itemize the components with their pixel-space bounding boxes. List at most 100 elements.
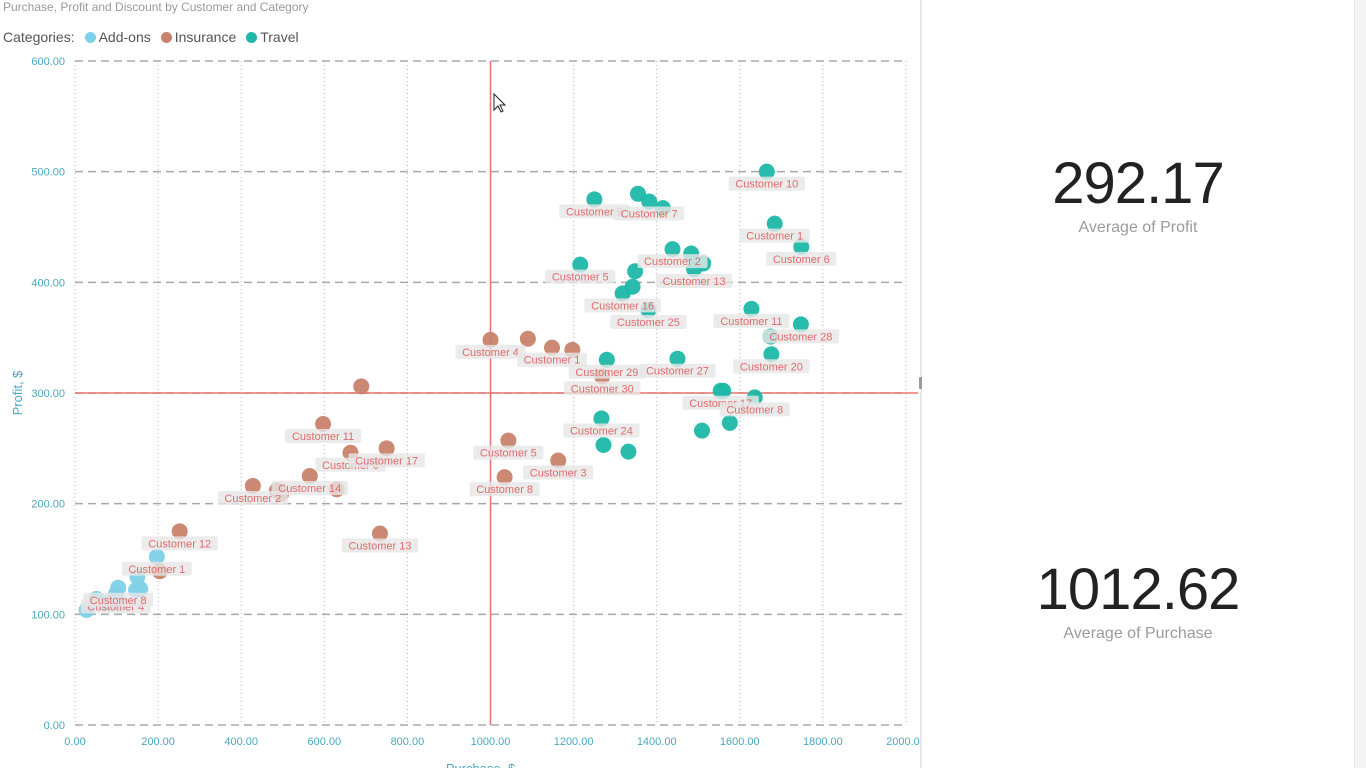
data-point-insurance[interactable] [244, 477, 261, 494]
x-tick-label: 1600.00 [720, 736, 760, 748]
data-point-insurance[interactable] [500, 432, 517, 449]
data-label: Customer 11 [720, 316, 782, 328]
y-tick-label: 300.00 [31, 388, 65, 400]
data-point-insurance[interactable] [496, 469, 513, 486]
data-label: Customer 9 [566, 206, 623, 218]
data-label: Customer 12 [148, 538, 211, 550]
y-tick-label: 600.00 [31, 56, 65, 68]
legend-label-add-ons: Add-ons [98, 29, 151, 45]
data-point-insurance[interactable] [550, 452, 567, 469]
data-label: Customer 30 [571, 383, 634, 395]
x-tick-label: 800.00 [391, 736, 425, 748]
legend-marker-insurance [160, 31, 172, 43]
data-point-insurance[interactable] [371, 525, 388, 542]
plot-area[interactable]: 0.00 200.00 400.00 600.00 800.00 1000.00 1200.… [0, 0, 920, 768]
data-point-travel[interactable] [630, 185, 647, 202]
legend-marker-travel [246, 31, 258, 43]
data-point-travel[interactable] [586, 191, 603, 208]
data-label: Customer 7 [621, 209, 678, 221]
data-label-background [121, 561, 192, 576]
data-label-background [563, 423, 640, 438]
data-point-travel[interactable] [743, 300, 760, 317]
data-point-add-ons[interactable] [148, 548, 165, 565]
data-point-insurance[interactable] [301, 468, 318, 484]
y-tick-label: 500.00 [31, 167, 65, 179]
data-point-travel[interactable] [641, 193, 658, 210]
data-point-insurance[interactable] [519, 330, 536, 347]
data-point-travel[interactable] [664, 241, 681, 258]
data-label-background [348, 453, 425, 468]
data-label-background [559, 204, 630, 219]
data-label-background [523, 465, 594, 480]
x-tick-label: 2000.00 [886, 736, 920, 748]
legend-marker-add-ons [84, 31, 96, 43]
data-point-travel[interactable] [572, 256, 589, 273]
data-point-travel[interactable] [693, 422, 710, 439]
data-label: Customer 28 [769, 331, 832, 343]
data-point-travel[interactable] [715, 382, 732, 399]
data-label-background [473, 445, 544, 460]
data-point-insurance[interactable] [315, 415, 332, 432]
legend-item-insurance[interactable]: Insurance [160, 29, 236, 45]
legend-item-add-ons[interactable]: Add-ons [84, 29, 151, 45]
x-axis-title: Purchase, $ [446, 761, 516, 768]
legend-item-travel[interactable]: Travel [246, 29, 299, 45]
data-label-background [568, 364, 646, 379]
data-label: Customer 13 [663, 276, 726, 288]
data-point-travel[interactable] [793, 238, 810, 255]
data-label-background [637, 254, 708, 269]
data-label-background [564, 381, 641, 396]
card-panel: 292.17 Average of Profit 1012.62 Average… [922, 0, 1354, 768]
data-point-travel[interactable] [624, 278, 641, 295]
data-label-background [516, 352, 587, 367]
data-label-background [217, 490, 288, 505]
scatter-chart-visual[interactable]: Purchase, Profit and Discount by Custome… [0, 0, 920, 768]
data-label-background [762, 329, 840, 344]
data-label: Customer 1 [746, 231, 803, 243]
data-point-insurance[interactable] [378, 440, 395, 457]
data-point-insurance[interactable] [543, 339, 560, 356]
data-point-insurance[interactable] [171, 523, 188, 540]
data-point-travel[interactable] [669, 350, 686, 367]
data-label-background [639, 363, 716, 378]
data-label: Customer 8 [726, 404, 783, 416]
x-tick-label: 0.00 [64, 736, 85, 748]
data-point-travel[interactable] [595, 437, 612, 454]
y-tick-label: 100.00 [31, 609, 65, 621]
data-label: Customer 10 [735, 179, 798, 191]
data-label: Customer 25 [617, 317, 680, 329]
data-label-background [341, 538, 419, 553]
data-label-background [739, 228, 810, 243]
data-label: Customer 14 [278, 483, 341, 495]
legend-title: Categories: [3, 29, 75, 45]
data-point-travel[interactable] [766, 215, 783, 232]
card-label: Average of Profit [1078, 219, 1198, 236]
data-point-insurance[interactable] [353, 378, 370, 395]
data-point-travel[interactable] [598, 351, 615, 368]
data-label: Customer 3 [530, 468, 587, 480]
legend: Categories: Add-ons Insurance Travel [3, 28, 299, 46]
data-point-travel[interactable] [758, 163, 775, 180]
data-point-add-ons[interactable] [110, 579, 127, 596]
scrollbar[interactable] [1354, 0, 1366, 768]
data-label: Customer 6 [773, 254, 830, 266]
data-label-background [614, 206, 685, 221]
card-average-purchase[interactable]: 1012.62 Average of Purchase [922, 561, 1354, 643]
data-label-background [713, 313, 790, 328]
data-point-insurance[interactable] [482, 331, 499, 348]
resize-handle[interactable] [919, 377, 923, 389]
chart-title: Purchase, Profit and Discount by Custome… [3, 0, 309, 14]
data-point-travel[interactable] [620, 443, 637, 460]
data-label-background [733, 359, 810, 374]
y-tick-label: 200.00 [31, 499, 65, 511]
data-label-background [728, 176, 806, 191]
data-point-travel[interactable] [763, 346, 780, 363]
data-point-travel[interactable] [593, 410, 610, 427]
data-label: Customer 27 [646, 366, 709, 378]
data-point-travel[interactable] [721, 414, 738, 431]
x-tick-label: 600.00 [307, 736, 341, 748]
data-label-background [545, 269, 616, 284]
data-label-background [610, 315, 687, 329]
data-point-travel[interactable] [792, 316, 809, 333]
card-average-profit[interactable]: 292.17 Average of Profit [922, 155, 1354, 237]
